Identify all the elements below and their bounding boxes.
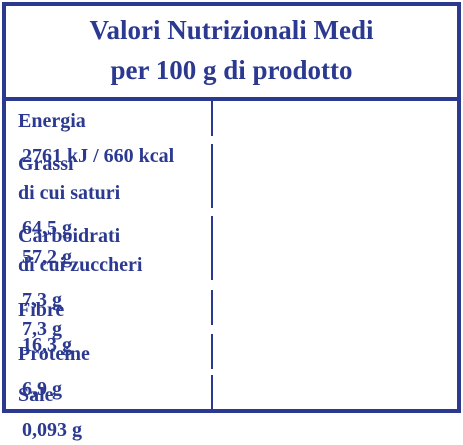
row-label: Proteine — [6, 334, 213, 369]
row-value: 64,5 g 57,2 g — [6, 208, 457, 272]
title-line: Valori Nutrizionali Medi — [89, 15, 374, 45]
row-label: Fibre — [6, 290, 213, 325]
label-line: Energia — [18, 110, 86, 132]
title-line: per 100 g di prodotto — [110, 55, 353, 85]
nutrition-panel: Valori Nutrizionali Medi per 100 g di pro… — [2, 2, 461, 441]
row-value: 2761 kJ / 660 kcal — [6, 136, 457, 171]
title: Valori Nutrizionali Medi per 100 g di pro… — [6, 10, 457, 90]
label-line: Fibre — [18, 299, 65, 321]
label-line: di cui saturi — [18, 182, 121, 204]
table-row: Grassi di cui saturi 64,5 g 57,2 g — [6, 144, 457, 268]
label-line: Sale — [18, 384, 54, 406]
label-line: Grassi — [18, 153, 74, 175]
value-line: 7,3 g — [22, 318, 62, 340]
table-row: Fibre 16,3 g — [6, 290, 457, 356]
row-value: 16,3 g — [6, 325, 457, 360]
value-line: 2761 kJ / 660 kcal — [22, 145, 175, 167]
value-line: 57,2 g — [22, 246, 72, 268]
row-label: Energia — [6, 101, 213, 136]
table-row: Carboidrati di cui zuccheri 7,3 g 7,3 g — [6, 216, 457, 340]
row-value: 7,3 g 7,3 g — [6, 280, 457, 344]
table-row: Energia 2761 kJ / 660 kcal — [6, 101, 457, 167]
label-line: Carboidrati — [18, 225, 121, 247]
value-line: 16,3 g — [22, 334, 72, 356]
row-value: 6,9 g — [6, 369, 457, 404]
row-value: 0,093 g — [6, 410, 457, 445]
value-line: 0,093 g — [22, 419, 82, 441]
table-row: Sale 0,093 g — [6, 375, 457, 441]
label-line: di cui zuccheri — [18, 254, 143, 276]
row-label: Sale — [6, 375, 213, 410]
nutrition-table: Energia 2761 kJ / 660 kcal Grassi di cui sa… — [6, 97, 457, 441]
value-line: 7,3 g — [22, 289, 62, 311]
table-row: Proteine 6,9 g — [6, 334, 457, 400]
row-label: Grassi di cui saturi — [6, 144, 213, 208]
label-line: Proteine — [18, 343, 90, 365]
value-line: 64,5 g — [22, 217, 72, 239]
value-line: 6,9 g — [22, 378, 62, 400]
row-label: Carboidrati di cui zuccheri — [6, 216, 213, 280]
